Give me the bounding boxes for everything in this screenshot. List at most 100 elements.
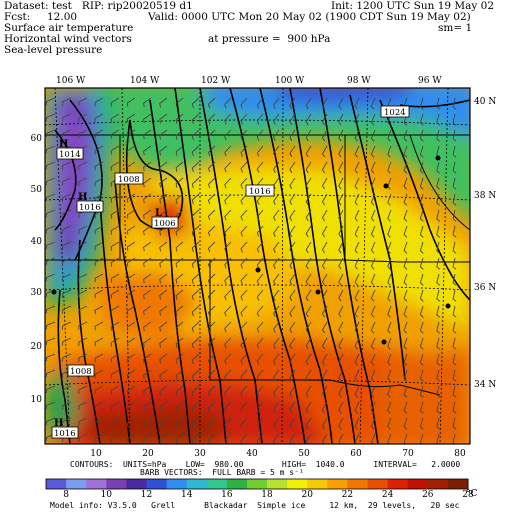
wind-barb — [78, 97, 88, 106]
wind-barb — [94, 161, 104, 171]
fcst-line: Fcst: 12.00 — [4, 11, 78, 23]
field-temperature: Surface air temperature — [4, 22, 134, 34]
wind-barb — [224, 353, 232, 365]
wind-barb — [191, 385, 200, 397]
wind-barb — [256, 145, 264, 157]
wind-barb — [256, 257, 264, 269]
colorbar-swatch — [126, 479, 147, 489]
wind-barb — [370, 401, 376, 414]
wind-barb — [436, 193, 441, 206]
wind-barb — [94, 129, 104, 139]
wind-barb — [256, 289, 264, 301]
wind-barb — [110, 241, 120, 251]
init-line: Init: 1200 UTC Sun 19 May 02 — [331, 0, 495, 12]
wind-barb — [354, 129, 360, 142]
wind-barb — [62, 289, 72, 298]
wind-barb — [45, 353, 56, 362]
wind-barb — [207, 97, 216, 109]
wind-barb — [78, 113, 88, 122]
wind-barb — [354, 225, 360, 238]
wind-barb — [110, 145, 120, 155]
wind-barb — [224, 193, 232, 205]
wind-barb — [126, 145, 136, 155]
grid-y-label: 20 — [31, 342, 43, 352]
colorbar-label: 16 — [221, 490, 233, 500]
colorbar-swatch — [146, 479, 168, 489]
wind-barb — [305, 353, 312, 366]
wind-barb — [321, 145, 328, 158]
wind-barb — [45, 113, 56, 122]
wind-barb — [452, 305, 457, 318]
wind-barb — [175, 113, 184, 124]
wind-barb — [94, 177, 104, 187]
wind-barb — [403, 193, 408, 206]
wind-barb — [387, 145, 392, 158]
wind-barb — [354, 273, 360, 286]
wind-barb — [387, 129, 392, 142]
wind-barb — [207, 433, 216, 444]
wind-barb — [305, 273, 312, 286]
wind-barb — [207, 225, 216, 237]
wind-barb — [94, 97, 104, 107]
wind-barb — [370, 145, 376, 158]
wind-barb — [224, 177, 232, 189]
wind-barb — [452, 385, 457, 398]
wind-barb — [191, 129, 200, 141]
wind-barb — [175, 433, 184, 444]
wind-barb — [338, 353, 344, 366]
wind-barb — [159, 273, 168, 284]
wind-barb — [256, 417, 264, 429]
wind-barb — [207, 145, 216, 157]
wind-barb — [289, 273, 296, 286]
wind-barb — [110, 257, 120, 267]
wind-barb — [256, 385, 264, 397]
wind-barb — [370, 289, 376, 302]
wind-barb — [78, 305, 88, 314]
wind-barb — [126, 353, 136, 363]
wind-barb — [273, 193, 280, 205]
wind-barb — [387, 321, 392, 334]
wind-barb — [354, 417, 360, 430]
wind-barb — [370, 433, 376, 444]
wind-barb — [191, 337, 200, 349]
colorbar-swatch — [206, 479, 228, 489]
wind-barb — [45, 385, 56, 394]
wind-barb — [370, 225, 376, 238]
wind-barb — [110, 209, 120, 219]
wind-barb — [436, 177, 441, 190]
wind-barb — [452, 401, 457, 414]
wind-barb — [354, 289, 360, 302]
wind-barb — [403, 273, 408, 286]
temperature-colorbar — [45, 478, 469, 490]
pressure-label: 1016 — [79, 203, 101, 213]
wind-barb — [256, 401, 264, 413]
wind-barb — [338, 385, 344, 398]
wind-barb — [207, 257, 216, 269]
wind-barb — [338, 241, 344, 254]
colorbar-swatch — [247, 479, 268, 489]
wind-barb — [305, 241, 312, 254]
wind-barb — [305, 161, 312, 174]
wind-barb — [305, 385, 312, 398]
wind-barb — [256, 113, 264, 125]
wind-barb — [354, 145, 360, 158]
wind-barb — [175, 177, 184, 188]
wind-barb — [387, 225, 392, 238]
wind-barb — [452, 209, 457, 222]
wind-barb — [45, 257, 56, 266]
wind-barb — [370, 241, 376, 254]
wind-barb — [256, 161, 264, 173]
wind-barb — [224, 289, 232, 301]
wind-barb — [191, 113, 200, 125]
wind-barb — [240, 145, 248, 157]
lon-label: 100 W — [275, 76, 305, 86]
wind-barb — [224, 161, 232, 173]
wind-barb — [370, 273, 376, 286]
wind-barb — [45, 417, 56, 426]
wind-barb — [126, 385, 136, 395]
wind-barb — [452, 145, 457, 158]
wind-barb — [354, 401, 360, 414]
wind-barb — [273, 113, 280, 125]
wind-barb — [143, 113, 152, 124]
wind-barb — [224, 433, 232, 444]
